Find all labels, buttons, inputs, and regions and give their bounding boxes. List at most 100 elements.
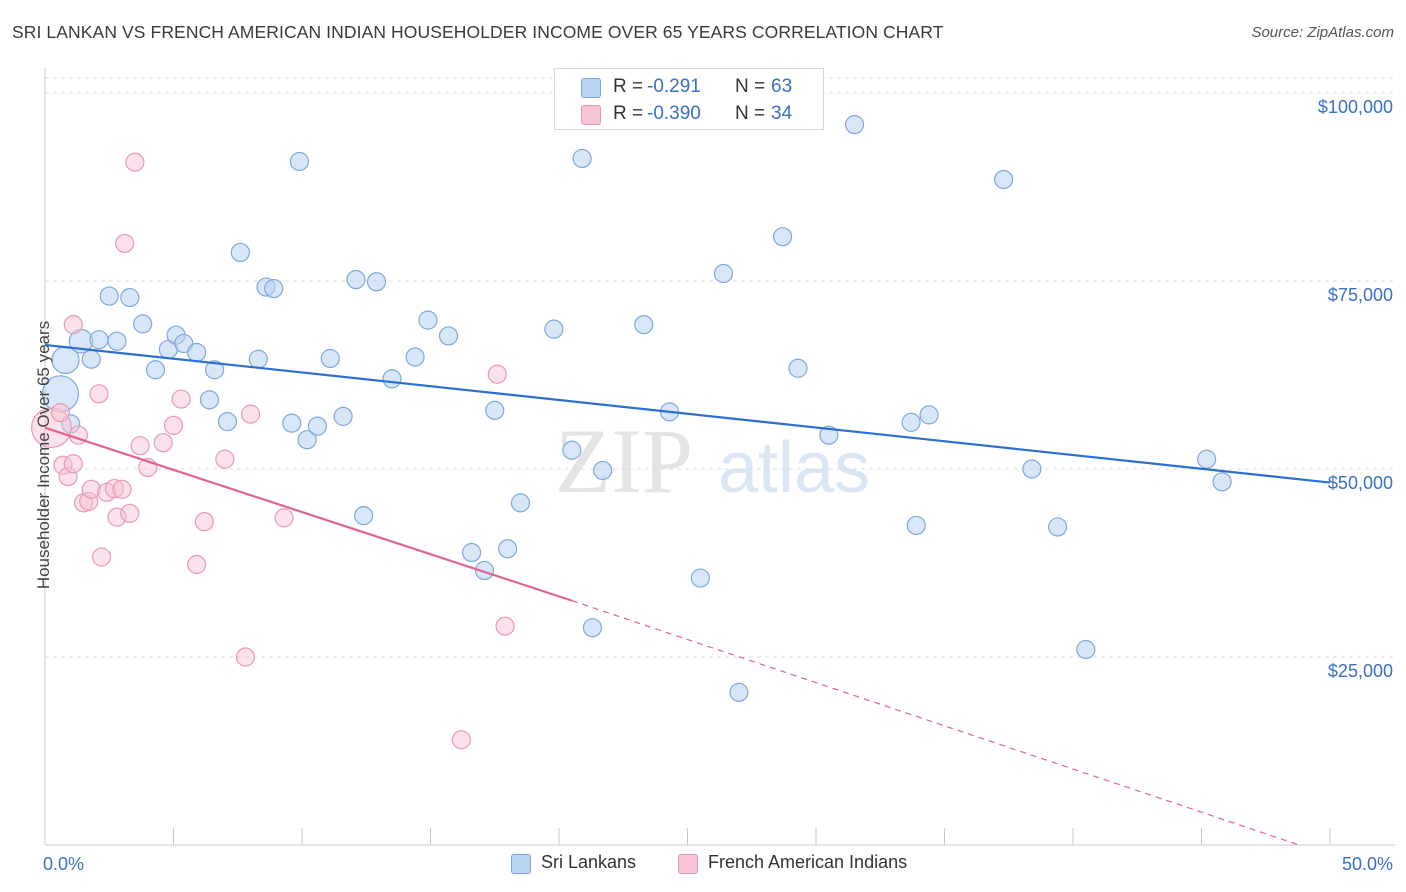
series-legend: Sri Lankans French American Indians bbox=[0, 852, 1406, 878]
sri-lankan-point bbox=[354, 506, 374, 526]
sri-lankan-point bbox=[366, 272, 387, 292]
sri-lankan-point bbox=[289, 151, 310, 172]
sri-lankan-point bbox=[248, 349, 268, 369]
french-american-indian-point bbox=[194, 512, 214, 532]
n-value: 63 bbox=[771, 76, 793, 97]
legend-swatch-pink bbox=[581, 105, 601, 125]
sri-lankan-trend-line bbox=[44, 343, 1331, 484]
sri-lankan-point bbox=[205, 360, 225, 380]
sri-lankan-point bbox=[919, 405, 939, 425]
sri-lankan-point bbox=[772, 227, 793, 247]
y-tick-label: $100,000 bbox=[1318, 97, 1393, 117]
french-american-indian-point bbox=[241, 404, 261, 424]
sri-lankan-point bbox=[634, 315, 654, 335]
r-label: R = bbox=[613, 103, 644, 124]
sri-lankan-point bbox=[1212, 472, 1232, 492]
french-american-indian-point bbox=[153, 433, 173, 453]
legend-swatch-blue bbox=[511, 854, 531, 874]
n-value: 34 bbox=[771, 103, 793, 124]
french-american-indian-point bbox=[112, 479, 132, 499]
sri-lankan-point bbox=[307, 416, 328, 436]
y-tick-label: $75,000 bbox=[1328, 285, 1393, 305]
sri-lankan-point bbox=[230, 242, 250, 263]
sri-lankan-point bbox=[187, 342, 207, 363]
sri-lankan-point bbox=[405, 347, 425, 367]
sri-lankan-point bbox=[346, 269, 366, 290]
legend-swatch-blue bbox=[581, 78, 601, 98]
sri-lankan-point bbox=[1047, 517, 1068, 537]
x-tick-label: 0.0% bbox=[43, 854, 84, 874]
french-american-indian-point bbox=[215, 449, 235, 469]
french-american-indian-point bbox=[495, 616, 515, 636]
sri-lankan-point bbox=[729, 682, 749, 702]
french-american-indian-point bbox=[163, 415, 184, 436]
sri-lankan-point bbox=[99, 286, 119, 306]
sri-lankan-point bbox=[994, 169, 1014, 190]
sri-lankan-point bbox=[418, 310, 438, 330]
sri-lankan-point bbox=[1076, 639, 1096, 660]
sri-lankan-point bbox=[1022, 459, 1042, 479]
legend-swatch-pink bbox=[678, 854, 698, 874]
sri-lankan-point bbox=[145, 360, 166, 380]
french-american-indian-point bbox=[91, 547, 112, 567]
legend-label: Sri Lankans bbox=[541, 852, 637, 872]
sri-lankan-point bbox=[89, 330, 109, 350]
sri-lankan-point bbox=[107, 331, 127, 351]
sri-lankan-point bbox=[593, 460, 613, 481]
r-label: R = bbox=[613, 76, 644, 97]
french-american-indian-point bbox=[235, 647, 256, 667]
sri-lankan-point bbox=[333, 406, 353, 426]
sri-lankan-point bbox=[901, 412, 921, 432]
sri-lankan-point bbox=[510, 493, 531, 513]
chart-title: SRI LANKAN VS FRENCH AMERICAN INDIAN HOU… bbox=[12, 22, 944, 42]
french-american-indian-point bbox=[274, 508, 294, 528]
sri-lankan-point bbox=[562, 440, 582, 460]
sri-lankan-point bbox=[438, 326, 459, 346]
y-tick-label: $25,000 bbox=[1328, 661, 1393, 681]
watermark-zip: ZIP bbox=[555, 410, 693, 512]
french-american-indian-point bbox=[89, 384, 109, 404]
sri-lankan-point bbox=[713, 263, 734, 284]
r-value: -0.390 bbox=[647, 103, 701, 124]
sri-lankan-point bbox=[264, 278, 284, 299]
sri-lankan-point bbox=[297, 430, 317, 450]
x-tick-label: 50.0% bbox=[1342, 854, 1393, 874]
sri-lankan-point bbox=[217, 412, 238, 432]
r-value: -0.291 bbox=[647, 76, 701, 97]
y-tick-label: $50,000 bbox=[1328, 473, 1393, 493]
french-american-indian-point bbox=[171, 389, 191, 409]
french-american-indian-trend-line bbox=[44, 426, 573, 602]
sri-lankan-point bbox=[462, 542, 482, 563]
source-label: Source: ZipAtlas.com bbox=[1251, 24, 1394, 41]
y-axis-label-wrap: Householder Income Over 65 years bbox=[16, 0, 53, 892]
n-label: N = bbox=[735, 76, 766, 97]
french-american-indian-point bbox=[50, 403, 71, 423]
sri-lankan-point bbox=[199, 390, 220, 410]
sri-lankan-point bbox=[382, 369, 402, 389]
french-american-indian-trend-extension bbox=[571, 600, 1300, 846]
sri-lankan-point bbox=[133, 314, 153, 334]
sri-lankan-point bbox=[474, 560, 495, 581]
french-american-indian-point bbox=[63, 454, 83, 474]
legend-row-sri-lankans: R = -0.291 N = 63 bbox=[555, 74, 823, 100]
sri-lankan-point bbox=[572, 148, 592, 169]
sri-lankan-point bbox=[282, 413, 302, 433]
sri-lankan-point bbox=[582, 618, 603, 638]
sri-lankan-point bbox=[819, 425, 839, 445]
french-american-indian-point bbox=[130, 436, 150, 456]
french-american-indian-point bbox=[451, 730, 471, 750]
french-american-indian-point bbox=[125, 152, 145, 172]
y-axis-label: Householder Income Over 65 years bbox=[34, 320, 53, 590]
sri-lankan-point bbox=[485, 400, 505, 420]
legend-label: French American Indians bbox=[708, 852, 908, 872]
watermark-atlas: atlas bbox=[718, 428, 870, 508]
sri-lankan-point bbox=[498, 539, 518, 559]
legend-row-french-american-indians: R = -0.390 N = 34 bbox=[555, 101, 823, 127]
french-american-indian-point bbox=[187, 554, 207, 575]
french-american-indian-point bbox=[120, 503, 140, 523]
correlation-legend: R = -0.291 N = 63 R = -0.390 N = 34 bbox=[554, 68, 824, 130]
sri-lankan-point bbox=[906, 515, 926, 536]
sri-lankan-point bbox=[844, 115, 865, 135]
sri-lankan-point bbox=[81, 349, 101, 369]
